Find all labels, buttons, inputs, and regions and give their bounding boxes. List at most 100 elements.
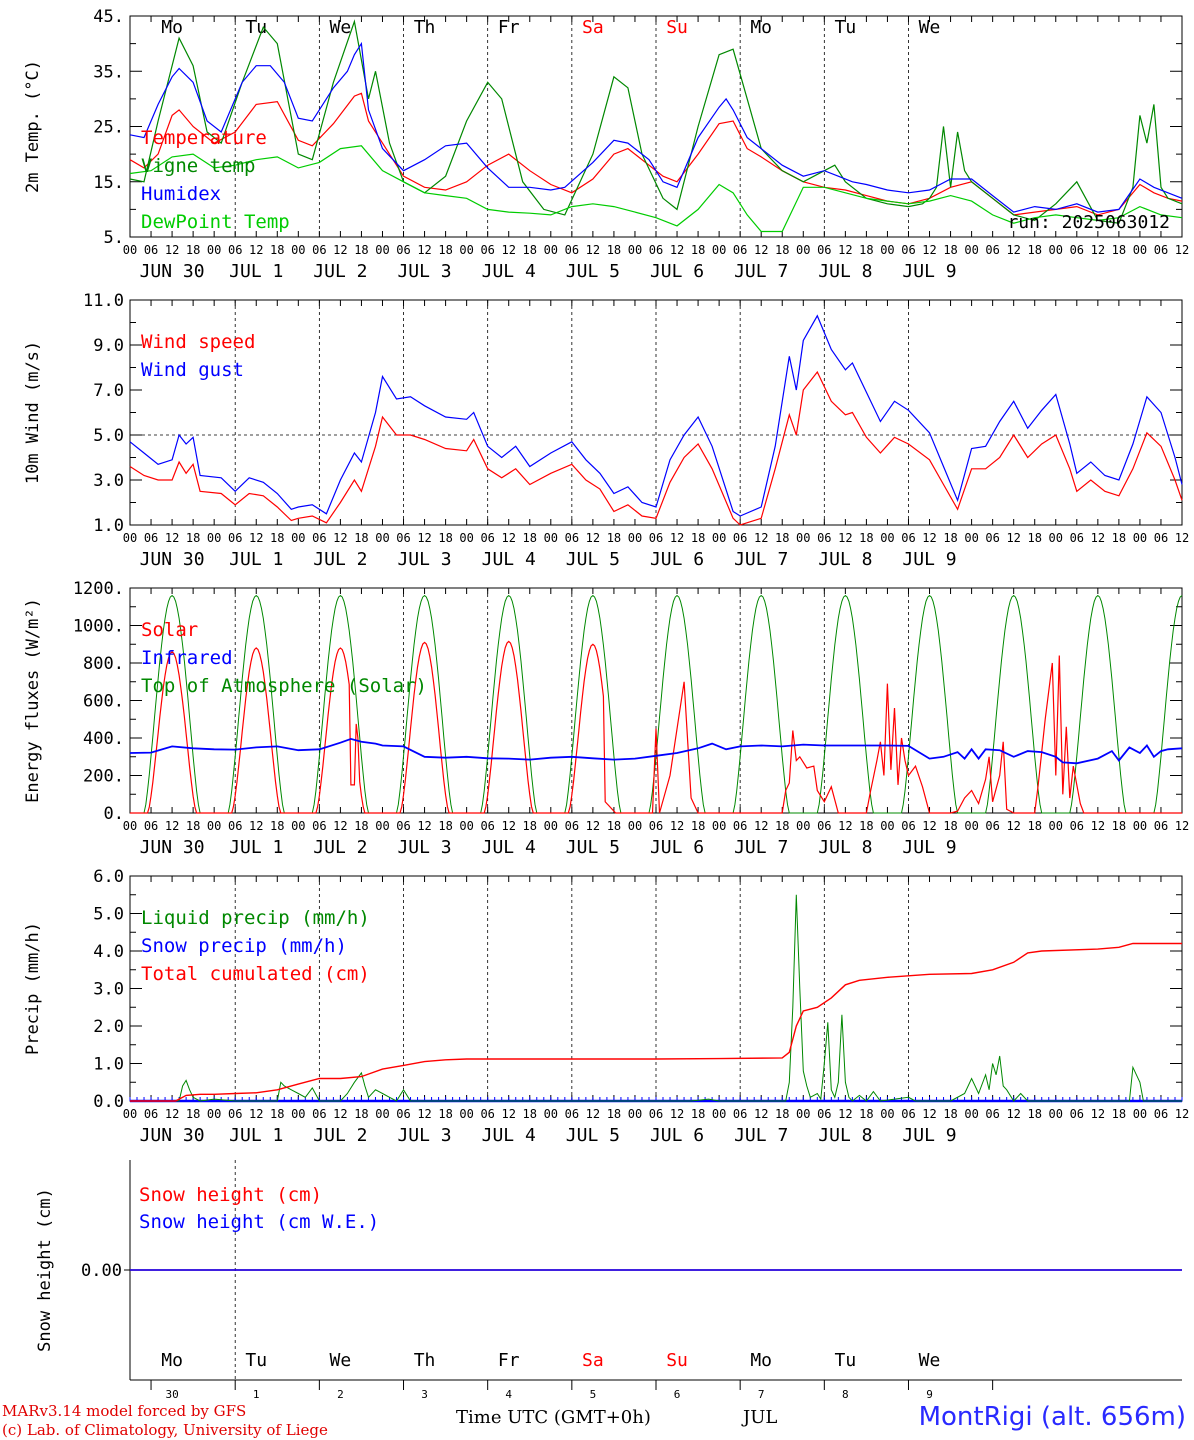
wind-y-label: 10m Wind (m/s) xyxy=(23,341,43,484)
hour-tick-label: 06 xyxy=(312,1107,326,1121)
hour-tick-label: 00 xyxy=(1049,531,1063,545)
hour-tick-label: 06 xyxy=(1154,1107,1168,1121)
date-label: JUL 1 xyxy=(229,549,283,570)
hour-tick-label: 00 xyxy=(1133,243,1147,257)
weekday-label: Tu xyxy=(835,17,857,38)
energy-y-label: Energy fluxes (W/m²) xyxy=(23,598,43,803)
hour-tick-label: 06 xyxy=(733,531,747,545)
hour-tick-label: 00 xyxy=(712,1107,726,1121)
hour-tick-label: 06 xyxy=(312,819,326,833)
y-tick-label: 600. xyxy=(83,692,124,712)
y-tick-label: 35. xyxy=(93,62,124,82)
hour-tick-label: 00 xyxy=(123,531,137,545)
hour-tick-label: 12 xyxy=(838,819,852,833)
y-tick-label: 3.0 xyxy=(93,471,124,491)
hour-tick-label: 00 xyxy=(291,819,305,833)
hour-tick-label: 12 xyxy=(249,819,263,833)
hour-tick-label: 06 xyxy=(480,1107,494,1121)
hour-tick-label: 06 xyxy=(1070,243,1084,257)
hour-tick-label: 06 xyxy=(733,819,747,833)
hour-tick-label: 18 xyxy=(775,1107,789,1121)
y-tick-label: 3.0 xyxy=(93,980,124,1000)
hour-tick-label: 18 xyxy=(775,243,789,257)
y-tick-label: 5.0 xyxy=(93,905,124,925)
hour-tick-label: 12 xyxy=(1175,819,1189,833)
hour-tick-label: 06 xyxy=(480,819,494,833)
series-infrared xyxy=(129,737,1183,765)
hour-tick-label: 06 xyxy=(901,819,915,833)
day-number-label: 7 xyxy=(758,1388,765,1401)
hour-tick-label: 12 xyxy=(670,1107,684,1121)
hour-tick-label: 18 xyxy=(1112,531,1126,545)
hour-tick-label: 00 xyxy=(796,243,810,257)
date-label: JUN 30 xyxy=(140,1125,205,1146)
hour-tick-label: 06 xyxy=(901,243,915,257)
y-tick-label: 4.0 xyxy=(93,942,124,962)
hour-tick-label: 12 xyxy=(838,243,852,257)
hour-tick-label: 18 xyxy=(1112,1107,1126,1121)
hour-tick-label: 06 xyxy=(985,531,999,545)
day-number-label: 4 xyxy=(505,1388,512,1401)
weekday-label: Sa xyxy=(582,1350,604,1371)
y-tick-label: 2.0 xyxy=(93,1017,124,1037)
day-number-label: 8 xyxy=(842,1388,849,1401)
date-label: JUL 9 xyxy=(902,1125,956,1146)
hour-tick-label: 12 xyxy=(1091,243,1105,257)
hour-tick-label: 12 xyxy=(417,243,431,257)
hour-tick-label: 06 xyxy=(901,1107,915,1121)
hour-tick-label: 06 xyxy=(733,1107,747,1121)
hour-tick-label: 06 xyxy=(733,243,747,257)
hour-tick-label: 18 xyxy=(438,819,452,833)
hour-tick-label: 06 xyxy=(985,1107,999,1121)
hour-tick-label: 12 xyxy=(417,531,431,545)
hour-tick-label: 06 xyxy=(649,1107,663,1121)
hour-tick-label: 06 xyxy=(228,243,242,257)
hour-tick-label: 00 xyxy=(375,243,389,257)
hour-tick-label: 06 xyxy=(817,531,831,545)
hour-tick-label: 00 xyxy=(291,1107,305,1121)
month-label: JUL xyxy=(743,1407,778,1428)
hour-tick-label: 00 xyxy=(880,531,894,545)
hour-tick-label: 12 xyxy=(922,1107,936,1121)
date-label: JUN 30 xyxy=(140,837,205,858)
hour-tick-label: 18 xyxy=(186,1107,200,1121)
hour-tick-label: 12 xyxy=(165,819,179,833)
date-label: JUL 4 xyxy=(482,549,536,570)
hour-tick-label: 06 xyxy=(228,819,242,833)
hour-tick-label: 00 xyxy=(459,1107,473,1121)
hour-tick-label: 00 xyxy=(1133,531,1147,545)
hour-tick-label: 06 xyxy=(649,243,663,257)
y-tick-label: 1000. xyxy=(73,617,124,637)
weekday-label: We xyxy=(330,17,352,38)
date-label: JUL 6 xyxy=(650,1125,704,1146)
y-tick-label: 6.0 xyxy=(93,867,124,887)
hour-tick-label: 18 xyxy=(186,531,200,545)
hour-tick-label: 12 xyxy=(1091,1107,1105,1121)
weekday-label: Mo xyxy=(750,1350,772,1371)
hour-tick-label: 12 xyxy=(754,243,768,257)
legend-entry: Temperature xyxy=(141,127,267,149)
hour-tick-label: 18 xyxy=(859,531,873,545)
hour-tick-label: 00 xyxy=(796,531,810,545)
weekday-label: Tu xyxy=(835,1350,857,1371)
hour-tick-label: 12 xyxy=(754,531,768,545)
hour-tick-label: 06 xyxy=(396,1107,410,1121)
weekday-label: Tu xyxy=(245,1350,267,1371)
hour-tick-label: 18 xyxy=(523,819,537,833)
y-tick-label: 9.0 xyxy=(93,336,124,356)
day-number-label: 30 xyxy=(165,1388,178,1401)
hour-tick-label: 06 xyxy=(649,531,663,545)
date-label: JUL 4 xyxy=(482,1125,536,1146)
hour-tick-label: 00 xyxy=(207,819,221,833)
hour-tick-label: 06 xyxy=(817,1107,831,1121)
y-tick-label: 7.0 xyxy=(93,381,124,401)
y-tick-label: 200. xyxy=(83,767,124,787)
hour-tick-label: 12 xyxy=(1006,531,1020,545)
weekday-label: We xyxy=(330,1350,352,1371)
y-tick-label: 1.0 xyxy=(93,516,124,536)
hour-tick-label: 00 xyxy=(712,531,726,545)
hour-tick-label: 18 xyxy=(270,243,284,257)
hour-tick-label: 00 xyxy=(123,819,137,833)
hour-tick-label: 12 xyxy=(670,531,684,545)
legend-entry: Wind gust xyxy=(141,359,244,381)
